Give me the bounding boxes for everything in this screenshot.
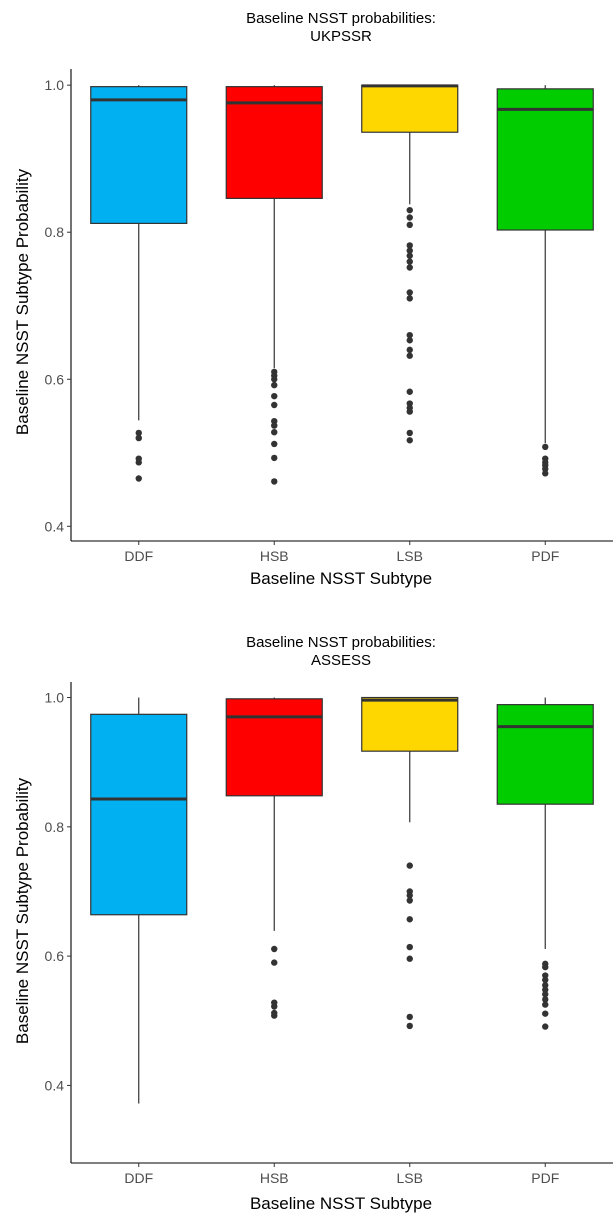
x-tick-label: LSB xyxy=(397,1170,423,1186)
x-tick-label: PDF xyxy=(531,1170,559,1186)
outlier-point xyxy=(271,1003,278,1010)
outlier-point xyxy=(542,986,549,993)
outlier-point xyxy=(406,897,413,904)
outlier-point xyxy=(542,982,549,989)
chart-title-line-1: Baseline NSST probabilities: xyxy=(246,634,436,651)
outlier-point xyxy=(271,422,278,429)
box-lsb xyxy=(361,696,459,752)
outlier-point xyxy=(271,428,278,436)
box-hsb xyxy=(225,86,323,199)
outlier-point xyxy=(406,295,413,302)
outlier-point xyxy=(542,470,549,477)
outlier-point xyxy=(406,1022,413,1030)
y-tick-label: 0.4 xyxy=(45,1077,65,1093)
outlier-point xyxy=(406,352,413,359)
chart-title-line-2: UKPSSR xyxy=(310,28,372,45)
outlier-point xyxy=(406,388,413,395)
outlier-point xyxy=(542,963,549,971)
outlier-point xyxy=(542,1001,549,1008)
x-tick-label: PDF xyxy=(531,548,559,564)
outlier-point xyxy=(406,331,413,339)
outlier-point xyxy=(406,242,413,249)
outlier-point xyxy=(406,943,413,951)
outlier-point xyxy=(271,381,278,389)
boxplot-panel-assess: Baseline NSST probabilities: ASSESS 0.4 0… xyxy=(0,615,615,1215)
outlier-point xyxy=(271,1012,278,1019)
box-hsb xyxy=(225,698,323,797)
outlier-point xyxy=(135,434,142,442)
outlier-point xyxy=(406,429,413,437)
y-tick-label: 1.0 xyxy=(45,77,65,93)
box-ddf xyxy=(90,713,188,916)
boxplot-panel-ukpssr: Baseline NSST probabilities: UKPSSR 0.4 0… xyxy=(0,0,615,600)
outlier-point xyxy=(406,437,413,444)
outlier-point xyxy=(406,337,413,344)
outlier-point xyxy=(406,221,413,229)
outlier-point xyxy=(406,214,413,221)
y-tick-label: 0.4 xyxy=(45,518,65,534)
outlier-point xyxy=(271,440,278,448)
outlier-point xyxy=(135,475,142,482)
plot-area: 0.4 0.6 0.8 1.0 DDF HSB LSB PDF xyxy=(45,682,613,1186)
outlier-point xyxy=(271,478,278,485)
outlier-point xyxy=(271,401,278,409)
outlier-point xyxy=(542,976,549,984)
outlier-point xyxy=(406,206,413,214)
outlier-point xyxy=(406,258,413,265)
x-tick-label: LSB xyxy=(397,548,423,564)
outlier-point xyxy=(406,264,413,271)
outlier-point xyxy=(406,289,413,296)
outlier-point xyxy=(542,1023,549,1030)
y-axis-title: Baseline NSST Subtype Probability xyxy=(13,168,32,435)
x-tick-label: DDF xyxy=(124,1170,153,1186)
x-tick-label: HSB xyxy=(260,1170,289,1186)
box-pdf xyxy=(496,704,594,805)
outlier-point xyxy=(271,417,278,425)
chart-title-line-2: ASSESS xyxy=(311,652,371,669)
y-axis-title: Baseline NSST Subtype Probability xyxy=(13,777,32,1044)
y-tick-label: 0.8 xyxy=(45,224,65,240)
y-tick-label: 0.6 xyxy=(45,948,65,964)
x-tick-label: DDF xyxy=(124,548,153,564)
outlier-point xyxy=(406,1013,413,1021)
outlier-point xyxy=(542,465,549,473)
y-tick-label: 0.6 xyxy=(45,371,65,387)
outlier-point xyxy=(542,1010,549,1017)
outlier-point xyxy=(406,862,413,869)
x-axis-title: Baseline NSST Subtype xyxy=(250,1194,432,1213)
chart-title-line-1: Baseline NSST probabilities: xyxy=(246,10,436,27)
boxplot-assess-svg: Baseline NSST probabilities: ASSESS 0.40… xyxy=(13,634,613,1213)
outlier-point xyxy=(542,996,549,1003)
outlier-point xyxy=(406,346,413,354)
outlier-point xyxy=(271,959,278,966)
outlier-point xyxy=(406,247,413,254)
outlier-point xyxy=(406,955,413,962)
box-ddf xyxy=(90,86,188,224)
box-pdf xyxy=(496,88,594,231)
plot-area: 0.4 0.6 0.8 1.0 DDF HSB LSB PDF xyxy=(45,69,613,564)
box-lsb xyxy=(361,84,459,133)
outlier-point xyxy=(542,972,549,979)
outlier-point xyxy=(271,392,278,400)
x-axis-title: Baseline NSST Subtype xyxy=(250,569,432,588)
boxplot-ukpssr-svg: Baseline NSST probabilities: UKPSSR 0.40… xyxy=(13,10,613,588)
outlier-point xyxy=(271,945,278,953)
outlier-point xyxy=(542,991,549,998)
outlier-point xyxy=(271,376,278,383)
x-tick-label: HSB xyxy=(260,548,289,564)
outlier-point xyxy=(542,443,549,451)
outlier-point xyxy=(406,408,413,415)
outlier-point xyxy=(406,892,413,899)
outlier-point xyxy=(271,454,278,462)
outlier-point xyxy=(406,252,413,259)
outlier-point xyxy=(135,429,142,437)
outlier-point xyxy=(135,459,142,466)
outlier-point xyxy=(406,916,413,923)
outlier-point xyxy=(406,400,413,407)
y-tick-label: 0.8 xyxy=(45,819,65,835)
y-tick-label: 1.0 xyxy=(45,690,65,706)
